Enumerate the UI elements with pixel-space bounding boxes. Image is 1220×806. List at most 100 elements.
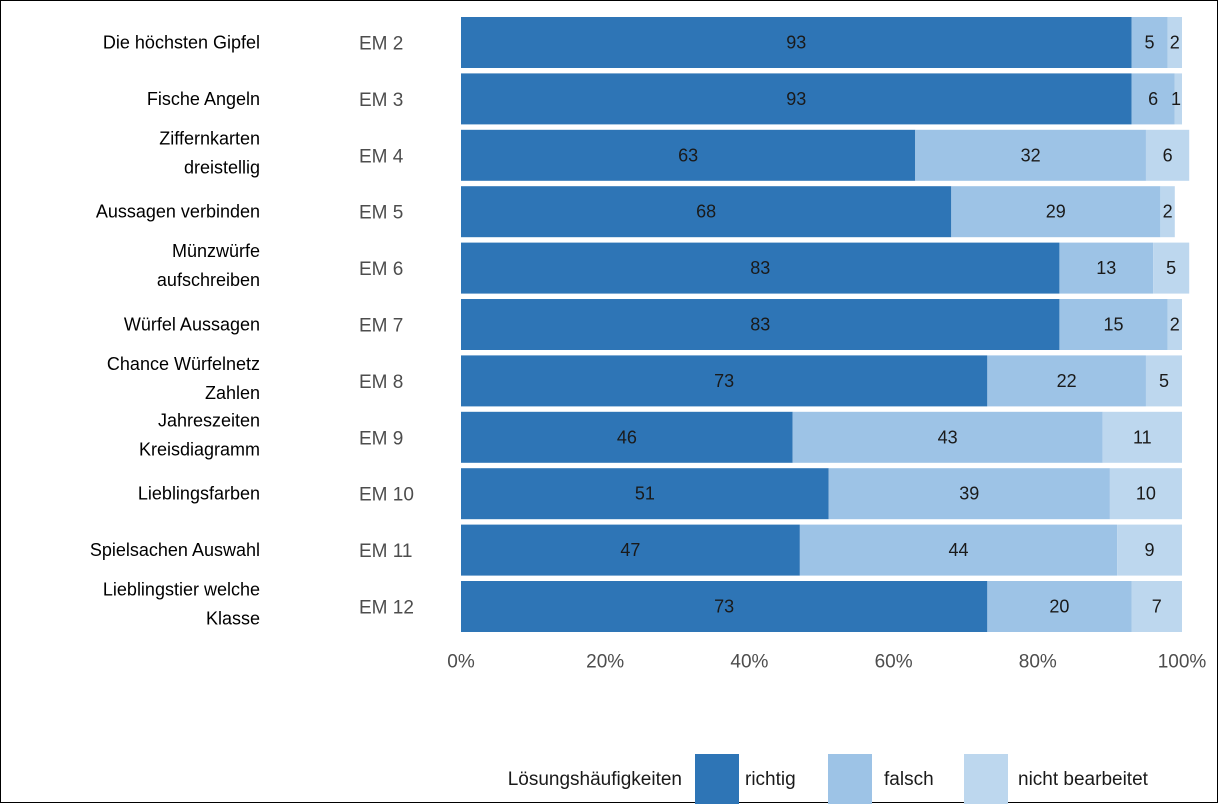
legend-swatch-richtig [695,754,739,804]
bar-segment-nicht-bearbeitet [1145,355,1182,407]
bar-segment-falsch [828,468,1110,520]
bar-row: Jahreszeiten Kreisdiagramm EM 9 46 43 11 [139,410,1182,463]
bar-value-label: 20 [1049,597,1069,617]
item-code-label: EM 6 [359,259,403,280]
bar-value-label: 11 [1133,427,1152,447]
bar-segment-falsch [915,129,1146,181]
legend-label-nicht-bearbeitet: nicht bearbeitet [1018,769,1149,790]
task-name-label: Kreisdiagramm [139,439,260,459]
bar-value-label: 5 [1145,33,1155,53]
bar-segment-richtig [461,17,1132,68]
task-name-label: Zahlen [205,383,260,403]
bar-value-label: 6 [1148,89,1158,109]
bar-segment-nicht-bearbeitet [1117,524,1182,576]
bar-value-label: 47 [620,540,640,560]
item-code-label: EM 9 [359,428,403,449]
bar-value-label: 73 [714,371,734,391]
task-name-label: Ziffernkarten [159,128,260,148]
task-name-label: Aussagen verbinden [96,202,260,222]
bar-segment-nicht-bearbeitet [1131,581,1182,632]
bar-segment-falsch [1059,242,1154,294]
bar-value-label: 63 [678,145,698,165]
task-name-label: Jahreszeiten [158,410,260,430]
bar-value-label: 43 [938,427,958,447]
bar-segment-falsch [987,355,1146,407]
bar-value-label: 51 [635,484,655,504]
item-code-label: EM 5 [359,203,403,224]
bar-value-label: 10 [1136,484,1156,504]
task-name-label: Klasse [206,609,260,629]
task-name-label: Münzwürfe [172,241,260,261]
bar-value-label: 29 [1046,202,1066,222]
bar-row: Lieblingstier welche Klasse EM 12 73 20 7 [103,580,1182,632]
bar-value-label: 2 [1163,202,1173,222]
bar-value-label: 93 [786,89,806,109]
bar-value-label: 5 [1159,371,1169,391]
bar-row: Münzwürfe aufschreiben EM 6 83 13 5 [157,241,1190,294]
bar-segment-falsch [799,524,1118,576]
task-name-label: Würfel Aussagen [124,315,260,335]
bar-segment-richtig [461,581,988,632]
bar-segment-nicht-bearbeitet [1145,129,1190,181]
bar-segment-nicht-bearbeitet [1167,299,1182,350]
task-name-label: Fische Angeln [147,89,260,109]
bar-segment-falsch [987,581,1132,632]
bar-segment-richtig [461,299,1060,350]
bar-value-label: 68 [696,202,716,222]
bar-value-label: 32 [1021,145,1041,165]
bar-segment-richtig [461,73,1132,125]
task-name-label: dreistellig [184,157,260,177]
legend-label-richtig: richtig [745,769,796,790]
legend-swatch-falsch [828,754,872,804]
task-name-label: Die höchsten Gipfel [103,33,260,53]
bar-segment-nicht-bearbeitet [1174,73,1182,125]
item-code-label: EM 10 [359,485,414,506]
bar-value-label: 15 [1103,315,1123,335]
bar-segment-nicht-bearbeitet [1102,411,1182,463]
item-code-label: EM 7 [359,316,403,337]
bar-row: Würfel Aussagen EM 7 83 15 2 [124,299,1182,350]
bar-value-label: 73 [714,597,734,617]
bar-value-label: 13 [1096,258,1116,278]
bar-segment-nicht-bearbeitet [1160,186,1175,238]
task-name-label: Chance Würfelnetz [107,354,260,374]
bar-segment-richtig [461,242,1060,294]
bar-row: Spielsachen Auswahl EM 11 47 44 9 [90,524,1182,576]
bar-segment-nicht-bearbeitet [1167,17,1182,68]
bar-row: Die höchsten Gipfel EM 2 93 5 2 [103,17,1182,68]
legend: Lösungshäufigkeiten richtig falsch nicht b… [508,754,1149,804]
legend-swatch-nicht-bearbeitet [964,754,1008,804]
bar-segment-richtig [461,355,988,407]
bar-segment-falsch [1131,73,1175,125]
bar-row: Lieblingsfarben EM 10 51 39 10 [138,468,1182,520]
bar-value-label: 39 [959,484,979,504]
bar-value-label: 22 [1057,371,1077,391]
bar-value-label: 6 [1163,145,1173,165]
bar-row: Ziffernkarten dreistellig EM 4 63 32 6 [159,128,1190,181]
bar-value-label: 9 [1145,540,1155,560]
item-code-label: EM 3 [359,90,403,111]
item-code-label: EM 4 [359,146,404,167]
bar-row: Chance Würfelnetz Zahlen EM 8 73 22 5 [107,354,1182,407]
bar-value-label: 2 [1170,33,1180,53]
bar-row: Fische Angeln EM 3 93 6 1 [147,73,1182,125]
legend-title: Lösungshäufigkeiten [508,769,682,790]
x-tick-label: 100% [1158,651,1207,672]
item-code-label: EM 2 [359,34,403,55]
bar-segment-falsch [792,411,1103,463]
task-name-label: aufschreiben [157,270,260,290]
bar-segment-richtig [461,524,800,576]
x-tick-label: 20% [586,651,624,672]
x-tick-label: 80% [1019,651,1057,672]
bar-segment-falsch [1131,17,1168,68]
bar-value-label: 83 [750,315,770,335]
item-code-label: EM 12 [359,598,414,619]
task-name-label: Lieblingstier welche [103,580,260,600]
bar-row: Aussagen verbinden EM 5 68 29 2 [96,186,1175,238]
bar-value-label: 1 [1171,89,1181,109]
bar-segment-richtig [461,468,829,520]
bar-value-label: 44 [948,540,968,560]
task-name-label: Lieblingsfarben [138,484,260,504]
bar-segment-richtig [461,129,916,181]
